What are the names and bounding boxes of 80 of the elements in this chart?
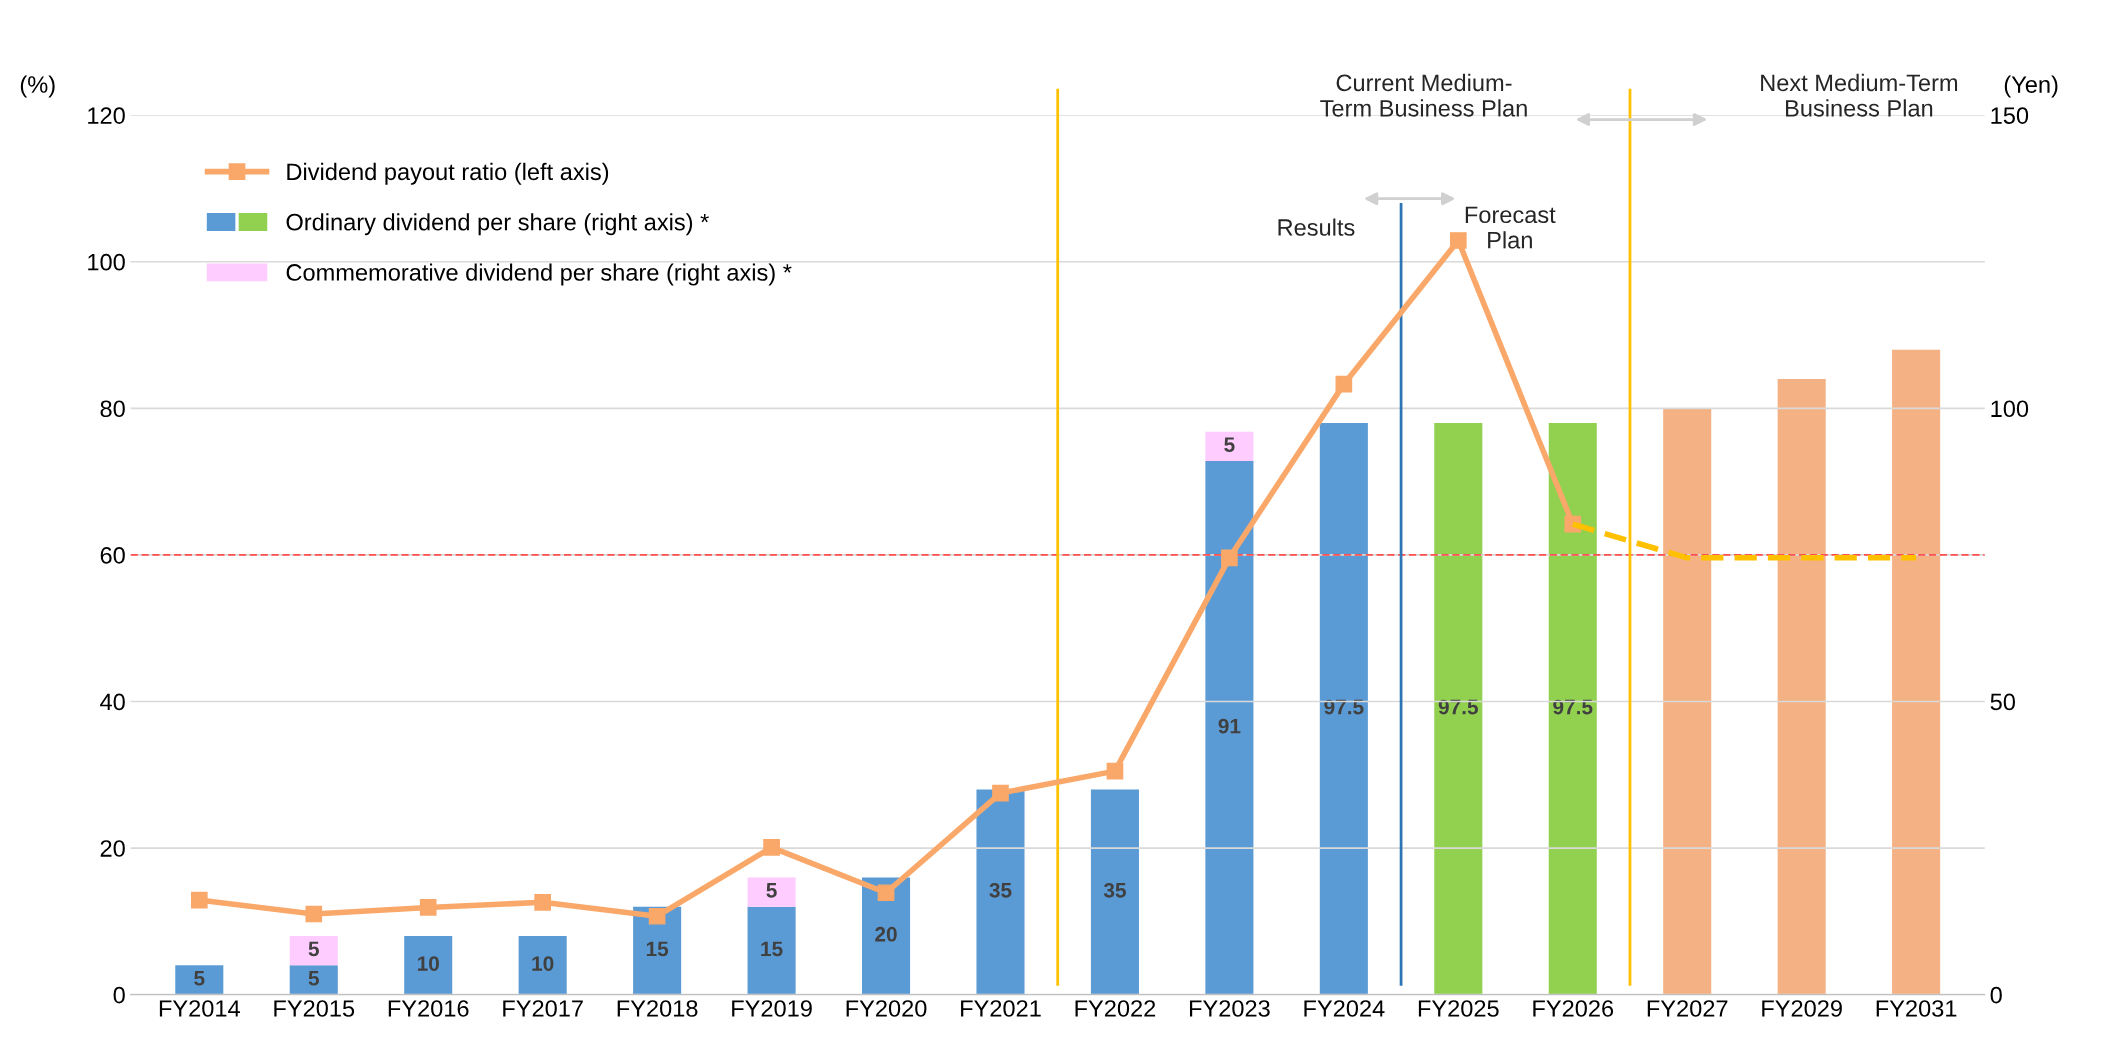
bar: [976, 789, 1025, 995]
bar: [862, 877, 911, 995]
data-label: 10: [417, 956, 439, 971]
x-tick-label: FY2031: [1876, 1000, 1957, 1017]
legend-label: Commemorative dividend per share (right axis) *: [286, 263, 792, 286]
bar: [518, 936, 567, 995]
y-tick-label: 80: [100, 400, 125, 418]
data-label: 5: [194, 971, 205, 986]
point: [190, 891, 208, 909]
point: [534, 893, 552, 911]
bar: [1548, 422, 1597, 995]
bar: [747, 877, 796, 907]
bar: [404, 936, 453, 995]
point: [992, 784, 1009, 802]
point: [877, 884, 895, 902]
bar: [175, 965, 224, 995]
y2-tick-label: 150: [1991, 107, 2029, 124]
point: [1335, 375, 1353, 393]
x-tick-label: FY2018: [617, 1000, 698, 1017]
bar: [289, 936, 338, 966]
bar: [633, 906, 682, 995]
data-label: 5: [1224, 437, 1235, 453]
data-label: 10: [532, 956, 554, 971]
x-tick-label: FY2016: [388, 1000, 469, 1017]
annotation: Current Medium- Term Business Plan: [1320, 73, 1527, 117]
bar: [1663, 408, 1712, 995]
point: [648, 907, 666, 925]
bar: [1777, 379, 1826, 995]
x-tick-label: FY2024: [1304, 1000, 1385, 1017]
data-label: 15: [761, 941, 783, 957]
x-tick-label: FY2025: [1418, 1000, 1499, 1017]
y2-axis-title: (Yen): [2004, 75, 2058, 98]
point: [763, 839, 780, 856]
point: [305, 905, 323, 923]
data-label: 5: [308, 941, 319, 957]
y-axis-title: (%): [20, 75, 55, 98]
x-tick-label: FY2019: [732, 1000, 812, 1017]
bar: [1090, 789, 1139, 995]
y-tick-label: 40: [100, 693, 125, 711]
x-tick-label: FY2014: [159, 1000, 240, 1017]
y2-tick-label: 0: [1990, 986, 2002, 1004]
annotation: Results: [1278, 218, 1355, 236]
y-tick-label: 100: [88, 253, 125, 271]
bar: [1205, 461, 1254, 995]
x-tick-label: FY2020: [846, 1000, 927, 1017]
x-tick-label: FY2027: [1647, 1000, 1728, 1017]
y2-tick-label: 50: [1990, 693, 2015, 711]
bar: [1319, 422, 1368, 995]
point: [1106, 762, 1124, 780]
y-tick-label: 0: [113, 986, 125, 1004]
bar: [747, 906, 796, 995]
data-label: 91: [1218, 718, 1241, 734]
x-tick-label: FY2026: [1533, 1000, 1614, 1017]
bar: [1205, 431, 1254, 462]
y-tick-label: 20: [100, 840, 125, 857]
y2-tick-label: 100: [1991, 400, 2029, 418]
y-tick-label: 120: [88, 107, 125, 124]
legend-label: Ordinary dividend per share (right axis) *: [286, 213, 709, 236]
data-label: 5: [308, 971, 319, 986]
x-tick-label: FY2021: [961, 1000, 1041, 1017]
point: [1221, 549, 1238, 567]
y-tick-label: 60: [100, 546, 125, 564]
x-tick-label: FY2015: [274, 1000, 355, 1017]
annotation: Forecast Plan: [1465, 206, 1556, 249]
point: [1449, 232, 1467, 249]
x-tick-label: FY2022: [1075, 1000, 1156, 1017]
data-label: 35: [1103, 882, 1126, 898]
bar: [1892, 349, 1941, 995]
x-tick-label: FY2017: [503, 1000, 583, 1017]
point: [419, 899, 437, 916]
bar: [1434, 422, 1483, 995]
data-label: 15: [646, 941, 669, 957]
x-tick-label: FY2023: [1189, 1000, 1270, 1017]
legend-label: Dividend payout ratio (left axis): [287, 162, 609, 185]
data-label: 35: [989, 882, 1012, 898]
data-label: 5: [766, 883, 777, 898]
x-tick-label: FY2029: [1762, 1000, 1842, 1017]
bar: [289, 965, 338, 995]
data-label: 20: [875, 926, 897, 942]
annotation: Next Medium-Term Business Plan: [1761, 73, 1958, 117]
